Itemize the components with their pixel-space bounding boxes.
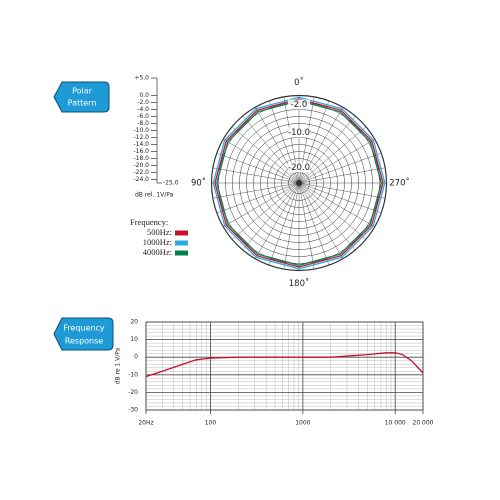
ring-label: -10.0 (288, 128, 310, 138)
scale-tick-label: +5.0 (134, 75, 149, 82)
legend-swatch (175, 240, 188, 246)
ring (210, 94, 388, 272)
angle-label: 180˚ (289, 278, 309, 289)
scale-tick-label: -16.0 (133, 148, 149, 155)
ring-label-bg (288, 99, 310, 110)
spoke (298, 182, 343, 259)
legend-label: 500Hz: (147, 227, 172, 237)
badge-text: Frequency (63, 324, 105, 333)
legend-label: 1000Hz: (143, 237, 172, 247)
spoke (216, 182, 300, 214)
spoke (298, 139, 375, 184)
y-axis-label: dB re 1 V/Pa (115, 347, 122, 384)
ring (239, 123, 359, 243)
polar-curve (212, 96, 386, 270)
y-tick-label: -10 (128, 371, 138, 378)
angle-label: 270˚ (389, 178, 409, 189)
angle-label: 90˚ (191, 178, 206, 189)
scale-tick-label: -8.0 (137, 120, 149, 127)
spoke (255, 182, 300, 259)
y-tick-label: -20 (128, 389, 138, 396)
scale-tick-label: -12.0 (133, 134, 149, 141)
spoke (298, 182, 382, 214)
ring-label-bg (288, 162, 310, 173)
response-curve (145, 352, 424, 378)
spoke (212, 182, 300, 199)
ring-label-bg (288, 127, 310, 138)
y-tick-label: 20 (130, 319, 138, 326)
y-tick-label: 0 (134, 354, 138, 361)
ring (267, 151, 331, 215)
x-tick-label: 100 (205, 420, 217, 427)
scale-tick-label: -20.0 (133, 162, 149, 169)
scale-tick-label: -6.0 (137, 113, 149, 120)
ring-label: -2.0 (291, 100, 308, 110)
badge-text: Response (65, 337, 104, 346)
badge-text: Polar (72, 87, 93, 96)
spoke (283, 182, 300, 270)
spoke (231, 126, 300, 184)
scale-tick-label: -14.0 (133, 141, 149, 148)
x-tick-label: 10 000 (385, 420, 406, 427)
ring (274, 158, 324, 208)
scale-tick-label: -10.0 (133, 127, 149, 134)
polar-curve (214, 98, 384, 268)
spoke (298, 126, 367, 184)
polar-badge (53, 81, 110, 113)
spoke (223, 139, 300, 184)
y-tick-label: -30 (128, 407, 138, 414)
legend-swatch (175, 230, 188, 236)
spoke (298, 182, 386, 199)
x-tick-label: 20 000 (413, 420, 434, 427)
scale-tick-label: -25.0 (163, 180, 179, 187)
x-tick-label: 20Hz (138, 420, 153, 427)
spoke (212, 167, 300, 184)
spoke (298, 182, 356, 251)
polar-curve (216, 100, 382, 266)
ring (260, 144, 338, 222)
spoke (298, 182, 330, 266)
spoke (216, 152, 300, 184)
spoke (231, 182, 300, 240)
scale-tick-label: 0.0 (139, 92, 149, 99)
scale-tick-label: -2.0 (137, 99, 149, 106)
center (296, 180, 302, 186)
spoke (298, 182, 315, 270)
legend-swatch (175, 250, 188, 256)
legend-label: 4000Hz: (143, 247, 172, 257)
scale-tick-label: -18.0 (133, 155, 149, 162)
spoke (268, 182, 300, 266)
plot-frame (145, 321, 424, 411)
badge-text: Pattern (68, 99, 97, 108)
spoke (242, 182, 300, 251)
angle-label: 0˚ (294, 77, 304, 88)
y-tick-label: 10 (130, 336, 138, 343)
spoke (298, 182, 367, 240)
spoke (223, 182, 300, 227)
spoke (298, 152, 382, 184)
x-tick-label: 1000 (295, 420, 310, 427)
spoke (298, 182, 375, 227)
legend-title: Frequency: (130, 217, 168, 227)
scale-label: dB rel. 1V/Pa (135, 192, 174, 199)
scale-tick-label: -4.0 (137, 106, 149, 113)
scale-tick-label: -22.0 (133, 169, 149, 176)
spoke (298, 167, 386, 184)
scale-tick-label: -24.0 (133, 176, 149, 183)
ring-label: -20.0 (288, 163, 310, 173)
ring (232, 116, 366, 250)
frequency-badge (53, 317, 114, 351)
